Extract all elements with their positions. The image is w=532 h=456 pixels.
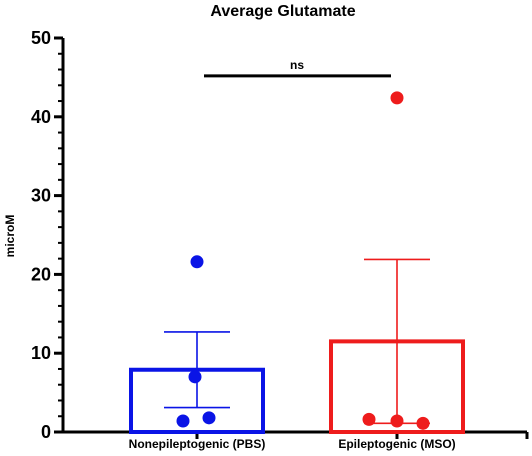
significance-label: ns xyxy=(290,58,304,72)
data-point xyxy=(362,412,376,426)
y-tick-label: 0 xyxy=(41,422,51,442)
significance-annotation: ns xyxy=(204,58,391,78)
chart-title: Average Glutamate xyxy=(210,3,355,20)
axes: 0 10 20 30 40 50 Nonepileptogenic (PBS) Epilept… xyxy=(31,28,529,451)
x-tick-label: Nonepileptogenic (PBS) xyxy=(129,437,266,451)
y-tick-label: 50 xyxy=(31,28,51,48)
y-axis-label: microM xyxy=(3,215,17,258)
y-tick-label: 20 xyxy=(31,264,51,284)
data-point xyxy=(176,414,190,428)
data-point xyxy=(390,91,404,105)
data-point xyxy=(202,411,216,425)
bars xyxy=(129,258,465,435)
data-point xyxy=(190,255,204,269)
data-point xyxy=(188,370,202,384)
x-tick-label: Epileptogenic (MSO) xyxy=(338,437,455,451)
data-point xyxy=(416,416,430,430)
y-tick-label: 10 xyxy=(31,343,51,363)
y-tick-label: 30 xyxy=(31,186,51,206)
data-point xyxy=(390,414,404,428)
data-points xyxy=(176,91,430,430)
y-tick-label: 40 xyxy=(31,107,51,127)
